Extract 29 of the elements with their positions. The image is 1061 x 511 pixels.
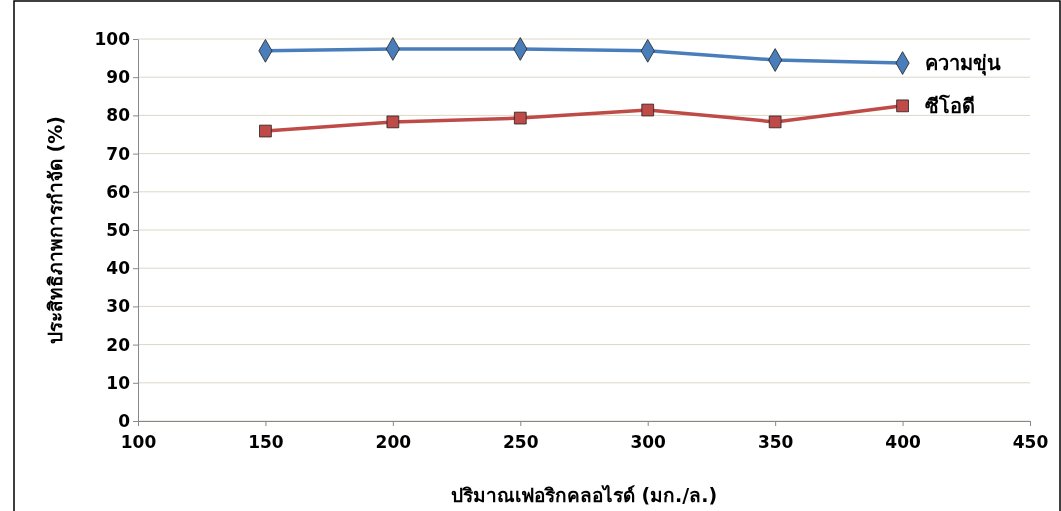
y-tick-label: 50 (106, 219, 131, 240)
y-tick-label: 10 (106, 372, 131, 393)
y-tick-label: 40 (106, 258, 131, 279)
y-tick-label: 20 (106, 334, 131, 355)
point (513, 111, 527, 125)
y-tick-label: 60 (106, 181, 131, 202)
x-tick-label: 350 (757, 431, 794, 452)
y-tick-label: 70 (106, 143, 131, 164)
series-label: ความขุ่น (924, 51, 1001, 77)
y-tick-label: 0 (118, 410, 131, 431)
y-tick-label: 30 (106, 296, 131, 317)
point (641, 103, 655, 117)
x-tick-label: 300 (630, 431, 667, 452)
x-axis-title: ปริมาณเฟอริกคลอไรด์ (มก./ล.) (450, 484, 718, 506)
x-tick-label: 250 (503, 431, 539, 452)
y-tick-label: 100 (94, 28, 131, 49)
point (896, 99, 909, 113)
point (768, 115, 782, 129)
x-tick-label: 100 (120, 431, 157, 452)
y-axis-title: ประสิทธิภาพการกำจัด (%) (44, 115, 66, 345)
y-tick-label: 80 (106, 105, 131, 126)
x-tick-label: 200 (375, 431, 412, 452)
x-tick-label: 400 (885, 431, 921, 452)
series-label: ซีโอดี (924, 93, 975, 118)
point (259, 124, 272, 138)
x-tick-label: 450 (1012, 431, 1049, 452)
y-tick-label: 90 (106, 67, 131, 88)
x-tick-label: 150 (248, 431, 284, 452)
point (386, 115, 400, 129)
